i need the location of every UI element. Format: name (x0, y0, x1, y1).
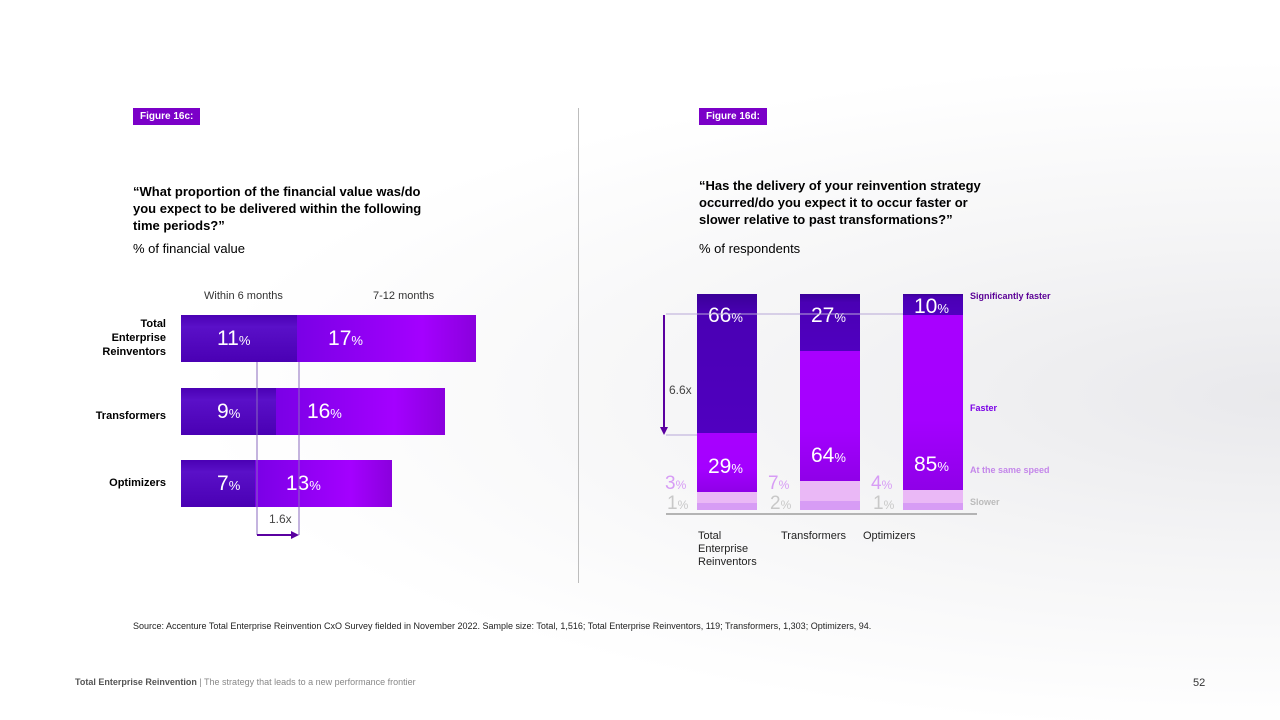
left-multiplier-label: 1.6x (269, 512, 292, 526)
legend-significantly-faster: Significantly faster (970, 291, 1051, 301)
value-label-transformers-7-12-months: 16% (306, 400, 342, 423)
value-label-ter-7-12-months: 17% (328, 327, 363, 350)
figure-16d-badge: Figure 16d: (699, 108, 767, 125)
value-label-optimizers-7-12-months: 13% (285, 472, 321, 495)
x-label-transformers: Transformers (781, 530, 846, 542)
x-label-optimizers: Optimizers (863, 530, 916, 542)
x-label-ter: Total Enterprise Reinventors (698, 530, 757, 568)
category-label-optimizers: Optimizers (109, 477, 166, 489)
bar-transformers-faster (800, 350, 860, 482)
bar-ter-faster (697, 432, 757, 492)
bar-transformers-7-12-months (275, 388, 445, 435)
bar-optimizers-7-12-months (254, 460, 392, 507)
bar-ter-slower (697, 502, 757, 510)
figure-divider (578, 108, 579, 583)
legend-slower: Slower (970, 497, 1000, 507)
value-label-ter-faster: 29% (708, 454, 743, 478)
value-label-ter-within-6-months: 11% (217, 327, 251, 350)
value-label-optimizers-within-6-months: 7% (217, 472, 241, 495)
value-label-ter-slower: 1% (667, 493, 689, 514)
figure-16c-subtitle: % of financial value (133, 241, 246, 256)
figure-16c-question: “What proportion of the financial value … (133, 184, 422, 233)
bar-optimizers-within-6-months (181, 460, 255, 507)
footer-title: Total Enterprise Reinvention | The strat… (75, 677, 416, 687)
value-label-transformers-same-speed: 7% (768, 473, 790, 494)
value-label-ter-same-speed: 3% (665, 473, 687, 494)
bar-transformers-within-6-months (181, 388, 276, 435)
bar-optimizers-same-speed (903, 489, 963, 503)
value-label-optimizers-same-speed: 4% (871, 473, 893, 494)
value-label-transformers-faster: 64% (811, 444, 846, 468)
figure-16c-badge: Figure 16c: (133, 108, 201, 125)
value-label-ter-significantly-faster: 66% (708, 304, 743, 327)
page-number: 52 (1193, 677, 1206, 689)
value-label-transformers-significantly-faster: 27% (811, 304, 846, 327)
bar-optimizers-faster (903, 315, 963, 490)
bar-ter-7-12-months (297, 315, 477, 362)
footer-tagline: | The strategy that leads to a new perfo… (199, 677, 416, 687)
footer-report-title: Total Enterprise Reinvention (75, 677, 197, 687)
col-head-7-12-months: 7-12 months (373, 290, 435, 302)
bar-ter-same-speed (697, 491, 757, 503)
bar-optimizers-slower (903, 502, 963, 510)
value-label-transformers-within-6-months: 9% (217, 400, 241, 423)
bar-transformers-same-speed (800, 481, 860, 501)
legend-same-speed: At the same speed (970, 465, 1050, 475)
bar-transformers-significantly-faster (800, 294, 860, 351)
right-multiplier-label: 6.6x (669, 383, 692, 397)
bar-transformers-slower (800, 500, 860, 510)
figure-16d-subtitle: % of respondents (699, 241, 801, 256)
figure-16d-question: “Has the delivery of your reinvention st… (699, 178, 981, 227)
category-label-ter: Total Enterprise Reinventors (102, 318, 166, 358)
value-label-optimizers-slower: 1% (873, 493, 895, 514)
value-label-optimizers-faster: 85% (914, 452, 949, 476)
value-label-optimizers-significantly-faster: 10% (914, 295, 949, 318)
value-label-transformers-slower: 2% (770, 493, 792, 514)
category-label-transformers: Transformers (95, 410, 166, 422)
bar-ter-within-6-months (181, 315, 298, 362)
bar-optimizers-significantly-faster (903, 294, 963, 315)
source-note: Source: Accenture Total Enterprise Reinv… (133, 621, 872, 631)
col-head-within-6-months: Within 6 months (204, 290, 283, 302)
bar-ter-significantly-faster (697, 294, 757, 433)
legend-faster: Faster (970, 403, 998, 413)
